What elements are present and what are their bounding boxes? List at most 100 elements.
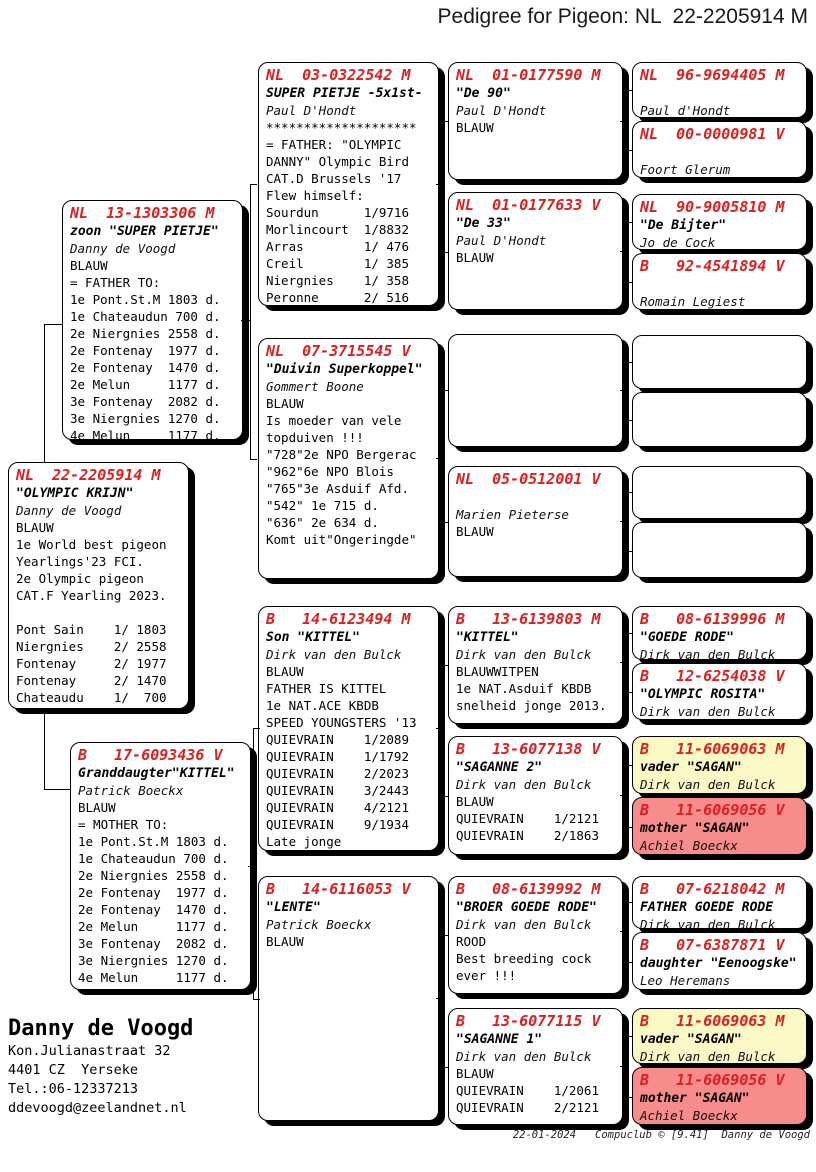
fancier-name: Patrick Boeckx — [266, 917, 372, 932]
ring-number: B 12-6254038 V — [640, 667, 785, 685]
connector-line — [436, 184, 442, 185]
pedigree-box-ggg8 — [632, 522, 807, 578]
pedigree-box-ggg7 — [632, 466, 807, 519]
ring-number: NL 03-0322542 M — [266, 66, 411, 84]
pedigree-box-gg4: NL 05-0512001 V Marien Pieterse BLAUW — [448, 466, 623, 577]
detail-line: BLAUW — [456, 120, 494, 135]
pigeon-name: "De Bijter" — [640, 218, 727, 233]
pedigree-box-g2: NL 07-3715545 V "Duivin Superkoppel" Gomme… — [258, 338, 439, 579]
pedigree-box-gg6: B 13-6077138 V "SAGANNE 2" Dirk van den Bu… — [448, 736, 623, 855]
fancier-name: Foort Glerum — [640, 162, 731, 177]
ring-number: B 13-6139803 M — [456, 610, 601, 628]
detail-line: SPEED YOUNGSTERS '13 — [266, 715, 417, 730]
pigeon-name: "SAGANNE 1" — [456, 1032, 543, 1047]
fancier-name: Dirk van den Bulck — [456, 917, 592, 932]
ring-number: NL 13-1303306 M — [70, 204, 215, 222]
detail-line: 2e Melun 1177 d. — [70, 377, 221, 392]
detail-line: BLAUW — [266, 664, 304, 679]
detail-line: 2e Fontenay 1977 d. — [70, 343, 221, 358]
detail-line: ever !!! — [456, 968, 517, 983]
pigeon-name — [640, 85, 801, 102]
connector-line — [436, 458, 442, 459]
detail-line: QUIEVRAIN 4/2121 — [266, 800, 409, 815]
detail-line: QUIEVRAIN 2/2121 — [456, 1100, 599, 1115]
owner-phone: Tel.:06-12337213 — [8, 1081, 139, 1097]
fancier-name: Paul D'Hondt — [456, 233, 547, 248]
connector-line — [626, 362, 633, 421]
detail-line: Niergnies 2/ 2558 — [16, 639, 167, 654]
connector-line — [620, 521, 626, 522]
ring-number: B 14-6116053 V — [266, 880, 411, 898]
pigeon-name — [456, 489, 617, 506]
ring-number: B 13-6077138 V — [456, 740, 601, 758]
detail-line: Sourdun 1/9716 — [266, 205, 409, 220]
detail-line: Fontenay 2/ 1977 — [16, 656, 167, 671]
detail-line: BLAUW — [266, 396, 304, 411]
detail-line: 1e Chateaudun 700 d. — [70, 309, 221, 324]
pigeon-name: "LENTE" — [266, 900, 321, 915]
ring-number: B 92-4541894 V — [640, 257, 785, 275]
detail-line: QUIEVRAIN 2/1863 — [456, 828, 599, 843]
connector-line — [620, 251, 626, 252]
pigeon-name: mother "SAGAN" — [640, 1091, 750, 1106]
detail-line: CAT.D Brussels '17 — [266, 171, 402, 186]
fancier-name: Paul d'Hondt — [640, 103, 731, 118]
detail-line: BLAUWWITPEN — [456, 664, 539, 679]
detail-line: BLAUW — [70, 258, 108, 273]
fancier-name: Dirk van den Bulck — [266, 647, 402, 662]
pedigree-box-father: NL 13-1303306 M zoon "SUPER PIETJE" Danny … — [62, 200, 243, 440]
ring-number: B 11-6069056 V — [640, 801, 785, 819]
detail-line: QUIEVRAIN 9/1934 — [266, 817, 409, 832]
detail-line: BLAUW — [456, 1066, 494, 1081]
footer-software: Compuclub © [9.41] — [595, 1129, 709, 1141]
detail-line: BLAUW — [456, 524, 494, 539]
pigeon-name: Granddaugter"KITTEL" — [78, 766, 235, 781]
fancier-name: Paul D'Hondt — [456, 103, 547, 118]
detail-line: 2e Fontenay 1470 d. — [78, 902, 229, 917]
detail-line: QUIEVRAIN 3/2443 — [266, 783, 409, 798]
detail-line: Peronne 2/ 516 — [266, 290, 409, 305]
detail-line: Is moeder van vele — [266, 413, 402, 428]
pigeon-name — [640, 144, 801, 161]
fancier-name: Romain Legiest — [640, 294, 746, 309]
ring-number: B 08-6139996 M — [640, 610, 785, 628]
connector-line — [626, 902, 633, 963]
pedigree-box-ggg3: NL 90-9005810 M "De Bijter" Jo de Cock — [632, 194, 807, 250]
ring-number: NL 90-9005810 M — [640, 198, 785, 216]
fancier-name: Danny de Voogd — [16, 503, 122, 518]
ring-number: B 07-6218042 M — [640, 880, 785, 898]
detail-line: = FATHER: "OLYMPIC — [266, 137, 402, 152]
pigeon-name: vader "SAGAN" — [640, 1032, 742, 1047]
fancier-name: Dirk van den Bulck — [456, 777, 592, 792]
pigeon-name: vader "SAGAN" — [640, 760, 742, 775]
ring-number: NL 00-0000981 V — [640, 125, 785, 143]
owner-email: ddevoogd@zeelandnet.nl — [8, 1100, 187, 1116]
detail-line: Niergnies 1/ 358 — [266, 273, 409, 288]
pedigree-box-gg8: B 13-6077115 V "SAGANNE 1" Dirk van den Bu… — [448, 1008, 623, 1125]
pedigree-box-ggg12: B 11-6069056 V mother "SAGAN" Achiel Boeck… — [632, 797, 807, 855]
detail-line: 4e Melun 1177 d. — [70, 428, 221, 440]
pedigree-box-ggg10: B 12-6254038 V "OLYMPIC ROSITA" Dirk van d… — [632, 663, 807, 720]
page-title: Pedigree for Pigeon: NL 22-2205914 M — [437, 5, 808, 28]
pigeon-name: mother "SAGAN" — [640, 821, 750, 836]
connector-line — [626, 1036, 633, 1098]
connector-line — [626, 633, 633, 693]
connector-line — [620, 662, 626, 663]
fancier-name: Patrick Boeckx — [78, 783, 184, 798]
detail-line: QUIEVRAIN 1/1792 — [266, 749, 409, 764]
detail-line: topduiven !!! — [266, 430, 364, 445]
connector-line — [626, 492, 633, 552]
detail-line: 2e Fontenay 1470 d. — [70, 360, 221, 375]
detail-line: 3e Fontenay 2082 d. — [70, 394, 221, 409]
detail-line: Yearlings'23 FCI. — [16, 554, 144, 569]
detail-line: Late jonge — [266, 834, 342, 849]
pedigree-box-ggg1: NL 96-9694405 M Paul d'Hondt — [632, 62, 807, 118]
ring-number: B 17-6093436 V — [78, 746, 223, 764]
pedigree-box-ggg14: B 07-6387871 V daughter "Eenoogske" Leo He… — [632, 932, 807, 990]
pedigree-box-mother: B 17-6093436 V Granddaugter"KITTEL" Patric… — [70, 742, 251, 990]
detail-line: 2e Niergnies 2558 d. — [78, 868, 229, 883]
detail-line: QUIEVRAIN 2/2023 — [266, 766, 409, 781]
detail-line: "765"3e Asduif Afd. — [266, 481, 409, 496]
detail-line: Best breeding cock — [456, 951, 592, 966]
detail-line: 2e Melun 1177 d. — [78, 919, 229, 934]
